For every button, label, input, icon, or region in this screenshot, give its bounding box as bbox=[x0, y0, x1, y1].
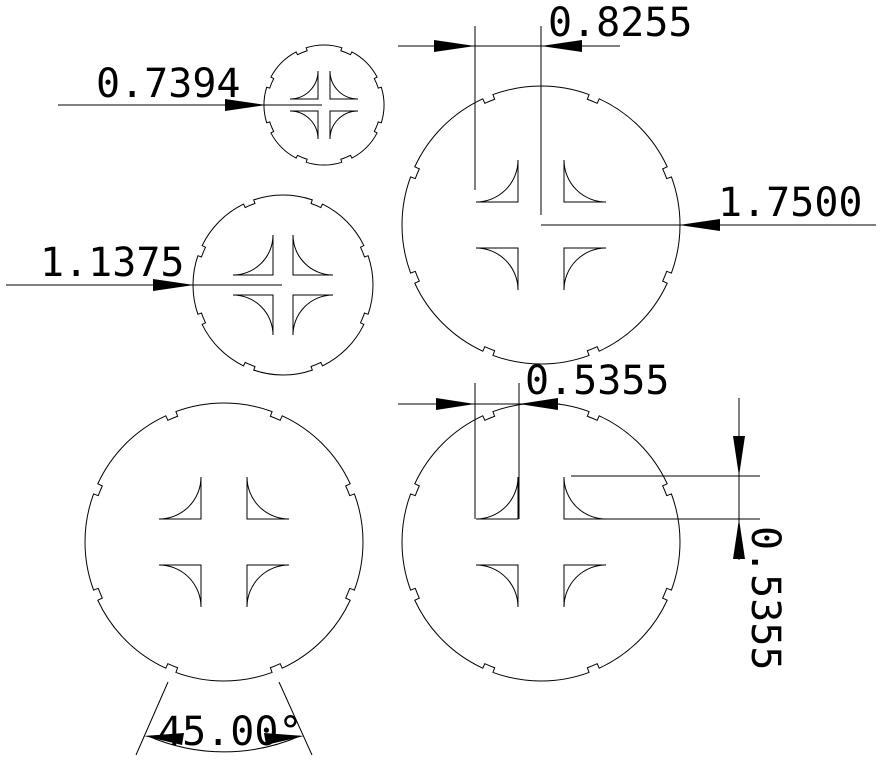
label-small-diameter: 0.7394 bbox=[96, 61, 241, 107]
window-bottom-left bbox=[475, 564, 519, 608]
label-notch-angle: 45.00° bbox=[158, 709, 303, 755]
gear-large-top bbox=[401, 85, 681, 365]
window-top-left bbox=[475, 476, 519, 520]
window-bottom-right bbox=[563, 564, 607, 608]
gear-rim bbox=[192, 194, 374, 376]
dimension-bottom-right-gap: 0.5355 bbox=[398, 358, 670, 519]
label-medium-diameter: 1.1375 bbox=[40, 240, 185, 286]
label-top-right-gap: 0.8255 bbox=[548, 0, 693, 46]
window-top-right bbox=[329, 70, 359, 100]
window-top-right bbox=[246, 476, 290, 520]
window-top-left bbox=[232, 234, 274, 276]
window-bottom-right bbox=[329, 110, 359, 140]
window-top-left bbox=[475, 159, 519, 203]
gear-rim bbox=[84, 402, 364, 682]
dimension-small-diameter: 0.7394 bbox=[58, 61, 322, 111]
label-bottom-right-gap: 0.5355 bbox=[525, 358, 670, 404]
window-bottom-left bbox=[475, 247, 519, 291]
gear-medium bbox=[192, 194, 374, 376]
dimension-side-gap: 0.5355 bbox=[571, 398, 788, 671]
window-top-left bbox=[158, 476, 202, 520]
window-bottom-right bbox=[246, 564, 290, 608]
window-bottom-left bbox=[232, 294, 274, 336]
dimension-medium-diameter: 1.1375 bbox=[6, 240, 282, 291]
label-side-gap: 0.5355 bbox=[742, 526, 788, 671]
window-top-right bbox=[563, 476, 607, 520]
gear-rim bbox=[263, 44, 385, 166]
dimension-top-right-gap: 0.8255 bbox=[398, 0, 693, 215]
label-large-diameter: 1.7500 bbox=[718, 180, 863, 226]
gear-bottom-left bbox=[84, 402, 364, 682]
gear-small bbox=[263, 44, 385, 166]
window-bottom-right bbox=[292, 294, 334, 336]
dimension-large-diameter: 1.7500 bbox=[541, 180, 876, 231]
window-top-right bbox=[292, 234, 334, 276]
window-top-right bbox=[563, 159, 607, 203]
window-bottom-left bbox=[158, 564, 202, 608]
gear-rim bbox=[401, 85, 681, 365]
window-bottom-right bbox=[563, 247, 607, 291]
gear-bottom-right bbox=[401, 402, 681, 682]
window-bottom-left bbox=[289, 110, 319, 140]
gear-outlines bbox=[84, 44, 681, 682]
dimension-notch-angle: 45.00° bbox=[135, 681, 313, 756]
window-top-left bbox=[289, 70, 319, 100]
gear-rim bbox=[401, 402, 681, 682]
